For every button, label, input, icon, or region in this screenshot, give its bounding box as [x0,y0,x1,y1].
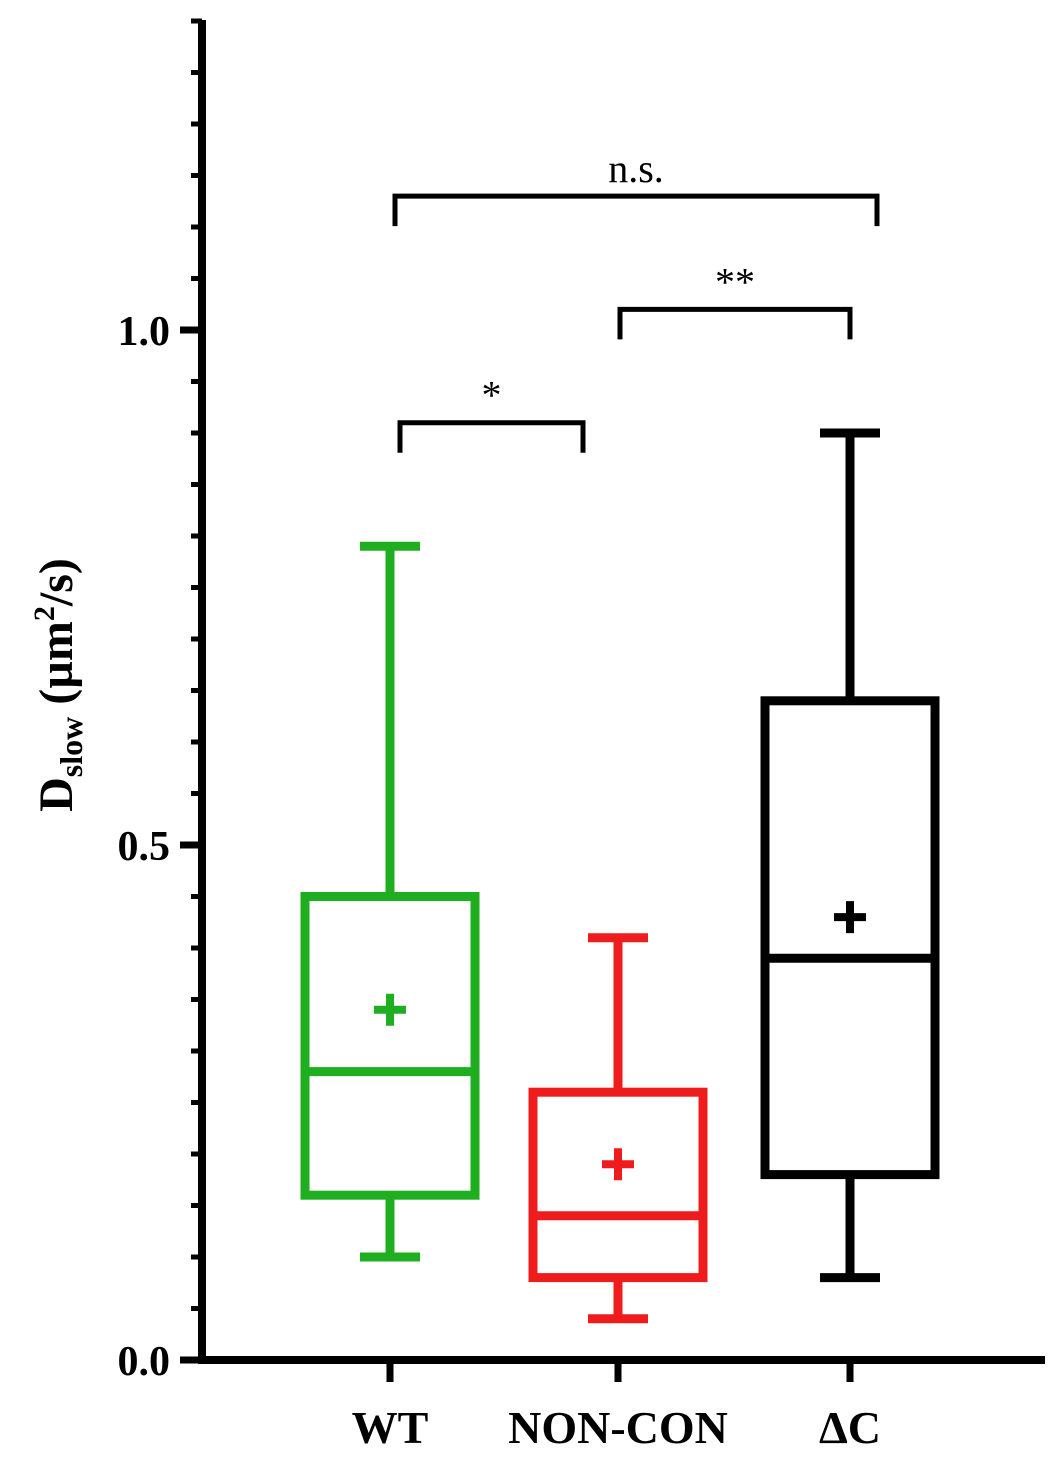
y-tick-label: 0.0 [118,1339,171,1385]
box-iqr [760,696,940,1180]
box-2 [760,428,940,1283]
y-axis-label: Dslow (µm2/s) [28,558,89,812]
y-axis-label-subscript: slow [53,717,89,777]
significance-bracket-1: ** [617,259,853,340]
y-axis-label-superscript: 2 [28,606,61,621]
axes: 0.0 0.5 1.0 WT NON-CON ΔC [118,18,1045,1453]
x-tick-label: NON-CON [508,1402,728,1453]
significance-brackets: ***n.s. [392,146,880,453]
bracket-line [392,193,880,227]
box-series [300,428,940,1324]
y-axis-label-main: D [30,777,83,812]
y-tick-label: 0.5 [118,824,171,870]
x-tick-label: WT [352,1402,429,1453]
box-0 [300,541,480,1262]
significance-label: * [482,373,502,418]
box-1 [528,933,708,1324]
significance-bracket-2: n.s. [392,146,880,227]
significance-bracket-0: * [397,373,586,453]
bracket-line [617,306,853,340]
significance-label: ** [715,259,755,304]
box-iqr [528,1087,708,1283]
bracket-line [397,420,586,453]
significance-label: n.s. [608,146,664,191]
box-iqr [300,892,480,1200]
y-axis-label-unit-prefix: (µm [30,621,83,717]
y-tick-label: 1.0 [118,309,171,355]
x-tick-label: ΔC [819,1402,881,1453]
y-axis-label-unit-suffix: /s) [30,558,83,607]
